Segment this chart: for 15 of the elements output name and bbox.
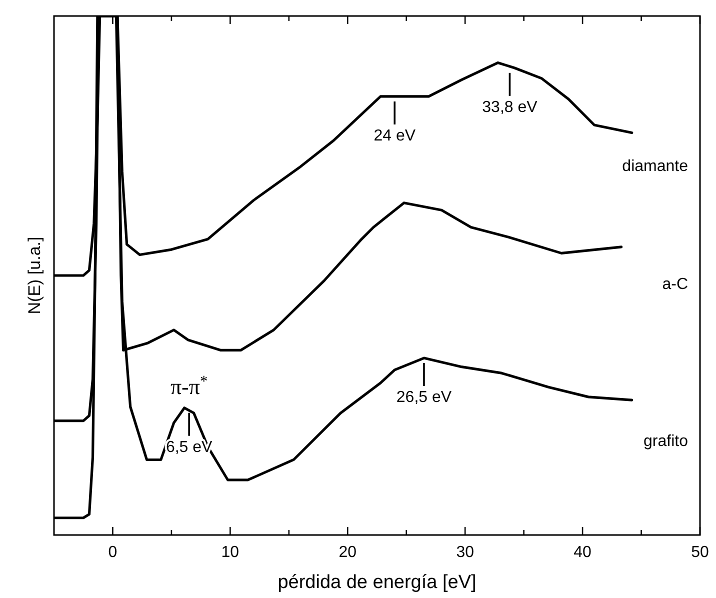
x-tick-label: 50 bbox=[691, 544, 709, 561]
x-tick-label: 10 bbox=[221, 544, 240, 561]
y-axis-title: N(E) [u.a.] bbox=[25, 236, 44, 314]
annotation: π-π$^{*}$ bbox=[170, 372, 208, 399]
text: a-C bbox=[662, 276, 688, 293]
annotation: 24 eV bbox=[374, 127, 416, 144]
annotation: 26,5 eV bbox=[396, 389, 452, 406]
x-axis-title: pérdida de energía [eV] bbox=[278, 572, 476, 593]
annotation: 33,8 eV bbox=[482, 98, 538, 116]
x-tick-label: 20 bbox=[338, 544, 357, 561]
x-tick-label: 30 bbox=[456, 544, 474, 561]
x-tick-label: 40 bbox=[574, 544, 592, 561]
text: grafito bbox=[644, 433, 688, 450]
series-label: diamante bbox=[622, 158, 688, 175]
x-tick-label: 0 bbox=[108, 544, 118, 561]
